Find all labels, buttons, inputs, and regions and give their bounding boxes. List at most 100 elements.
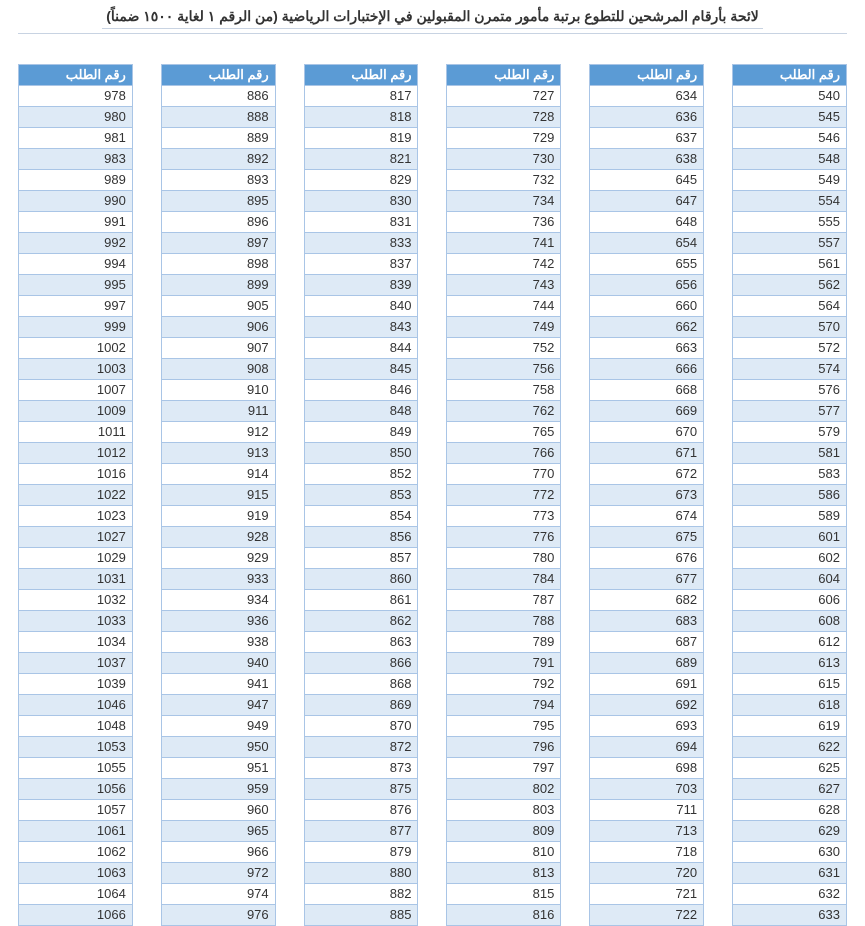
cell-value: 619: [733, 716, 847, 737]
table-row: 572: [733, 338, 847, 359]
table-row: 1003: [19, 359, 133, 380]
table-row: 628: [733, 800, 847, 821]
cell-value: 711: [590, 800, 704, 821]
table-row: 666: [590, 359, 704, 380]
cell-value: 795: [447, 716, 561, 737]
cell-value: 907: [161, 338, 275, 359]
cell-value: 564: [733, 296, 847, 317]
cell-value: 797: [447, 758, 561, 779]
table-row: 1061: [19, 821, 133, 842]
table-row: 741: [447, 233, 561, 254]
table-row: 869: [304, 695, 418, 716]
table-row: 630: [733, 842, 847, 863]
table-row: 766: [447, 443, 561, 464]
cell-value: 691: [590, 674, 704, 695]
cell-value: 892: [161, 149, 275, 170]
column-header: رقم الطلب: [733, 65, 847, 86]
cell-value: 630: [733, 842, 847, 863]
title-wrap: لائحة بأرقام المرشحين للتطوع برتبة مأمور…: [18, 8, 847, 29]
table-row: 579: [733, 422, 847, 443]
cell-value: 965: [161, 821, 275, 842]
table-row: 873: [304, 758, 418, 779]
cell-value: 995: [19, 275, 133, 296]
cell-value: 1003: [19, 359, 133, 380]
table-row: 691: [590, 674, 704, 695]
table-row: 655: [590, 254, 704, 275]
table-row: 637: [590, 128, 704, 149]
cell-value: 882: [304, 884, 418, 905]
table-row: 1053: [19, 737, 133, 758]
table-row: 833: [304, 233, 418, 254]
table-row: 846: [304, 380, 418, 401]
table-row: 899: [161, 275, 275, 296]
cell-value: 990: [19, 191, 133, 212]
cell-value: 843: [304, 317, 418, 338]
cell-value: 669: [590, 401, 704, 422]
cell-value: 627: [733, 779, 847, 800]
cell-value: 654: [590, 233, 704, 254]
table-row: 794: [447, 695, 561, 716]
cell-value: 866: [304, 653, 418, 674]
cell-value: 604: [733, 569, 847, 590]
table-row: 570: [733, 317, 847, 338]
cell-value: 830: [304, 191, 418, 212]
table-row: 713: [590, 821, 704, 842]
cell-value: 908: [161, 359, 275, 380]
cell-value: 673: [590, 485, 704, 506]
column-header: رقم الطلب: [19, 65, 133, 86]
table-row: 853: [304, 485, 418, 506]
table-row: 795: [447, 716, 561, 737]
table-row: 773: [447, 506, 561, 527]
table-row: 669: [590, 401, 704, 422]
column-header: رقم الطلب: [161, 65, 275, 86]
table-row: 877: [304, 821, 418, 842]
table-row: 619: [733, 716, 847, 737]
table-row: 1023: [19, 506, 133, 527]
cell-value: 1033: [19, 611, 133, 632]
table-row: 809: [447, 821, 561, 842]
column-5: رقم الطلب8868888898928938958968978988999…: [161, 64, 276, 926]
table-row: 848: [304, 401, 418, 422]
cell-value: 583: [733, 464, 847, 485]
cell-value: 879: [304, 842, 418, 863]
table-row: 561: [733, 254, 847, 275]
cell-value: 915: [161, 485, 275, 506]
table-row: 981: [19, 128, 133, 149]
column-2: رقم الطلب6346366376386456476486546556566…: [589, 64, 704, 926]
cell-value: 636: [590, 107, 704, 128]
cell-value: 929: [161, 548, 275, 569]
data-table: رقم الطلب8868888898928938958968978988999…: [161, 64, 276, 926]
cell-value: 789: [447, 632, 561, 653]
cell-value: 1023: [19, 506, 133, 527]
table-row: 821: [304, 149, 418, 170]
table-row: 549: [733, 170, 847, 191]
table-row: 863: [304, 632, 418, 653]
cell-value: 837: [304, 254, 418, 275]
cell-value: 941: [161, 674, 275, 695]
table-row: 1022: [19, 485, 133, 506]
cell-value: 662: [590, 317, 704, 338]
cell-value: 980: [19, 107, 133, 128]
cell-value: 794: [447, 695, 561, 716]
cell-value: 1007: [19, 380, 133, 401]
table-row: 941: [161, 674, 275, 695]
cell-value: 732: [447, 170, 561, 191]
table-row: 862: [304, 611, 418, 632]
table-row: 574: [733, 359, 847, 380]
cell-value: 849: [304, 422, 418, 443]
cell-value: 994: [19, 254, 133, 275]
table-row: 1031: [19, 569, 133, 590]
cell-value: 601: [733, 527, 847, 548]
cell-value: 1046: [19, 695, 133, 716]
cell-value: 1009: [19, 401, 133, 422]
cell-value: 721: [590, 884, 704, 905]
table-row: 682: [590, 590, 704, 611]
cell-value: 628: [733, 800, 847, 821]
cell-value: 1053: [19, 737, 133, 758]
cell-value: 632: [733, 884, 847, 905]
cell-value: 803: [447, 800, 561, 821]
cell-value: 765: [447, 422, 561, 443]
table-row: 803: [447, 800, 561, 821]
table-row: 905: [161, 296, 275, 317]
table-row: 995: [19, 275, 133, 296]
